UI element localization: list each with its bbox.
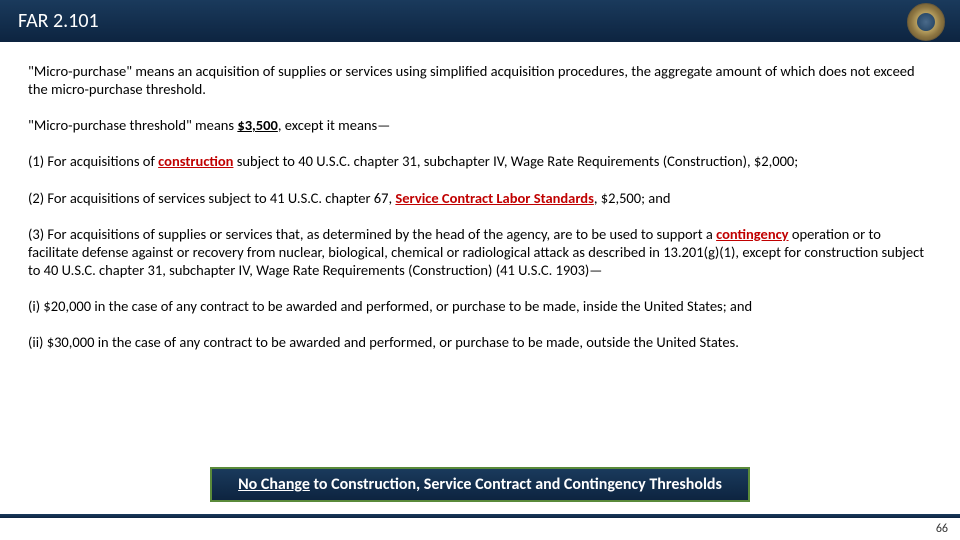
para-outside-us: (ii) $30,000 in the case of any contract… xyxy=(28,333,932,351)
callout-lead: No Change xyxy=(238,475,310,494)
no-change-callout: No Change to Construction, Service Contr… xyxy=(210,467,750,502)
para-inside-us: (i) $20,000 in the case of any contract … xyxy=(28,297,932,315)
slide-body: "Micro-purchase" means an acquisition of… xyxy=(0,42,960,379)
para-contingency: (3) For acquisitions of supplies or serv… xyxy=(28,225,932,279)
term-construction: construction xyxy=(158,152,233,170)
text: (2) For acquisitions of services subject… xyxy=(28,189,395,207)
page-number: 66 xyxy=(936,522,948,536)
callout-rest: to Construction, Service Contract and Co… xyxy=(310,475,722,494)
dod-seal-icon xyxy=(907,3,945,41)
text: , except it means— xyxy=(278,116,391,134)
para-micro-purchase-def: "Micro-purchase" means an acquisition of… xyxy=(28,62,932,98)
para-construction: (1) For acquisitions of construction sub… xyxy=(28,152,932,170)
slide-header: FAR 2.101 xyxy=(0,0,960,42)
footer-divider xyxy=(0,514,960,518)
para-threshold-intro: "Micro-purchase threshold" means $3,500,… xyxy=(28,116,932,134)
callout-container: No Change to Construction, Service Contr… xyxy=(0,467,960,502)
term-service-contract: Service Contract Labor Standards xyxy=(395,189,593,207)
text: "Micro-purchase threshold" means xyxy=(28,116,237,134)
text: , $2,500; and xyxy=(594,189,671,207)
amount-3500: $3,500 xyxy=(237,116,277,134)
para-service-contract: (2) For acquisitions of services subject… xyxy=(28,189,932,207)
term-contingency: contingency xyxy=(716,225,788,243)
text: (3) For acquisitions of supplies or serv… xyxy=(28,225,716,243)
header-title: FAR 2.101 xyxy=(18,9,99,33)
text: subject to 40 U.S.C. chapter 31, subchap… xyxy=(233,152,798,170)
text: (1) For acquisitions of xyxy=(28,152,158,170)
